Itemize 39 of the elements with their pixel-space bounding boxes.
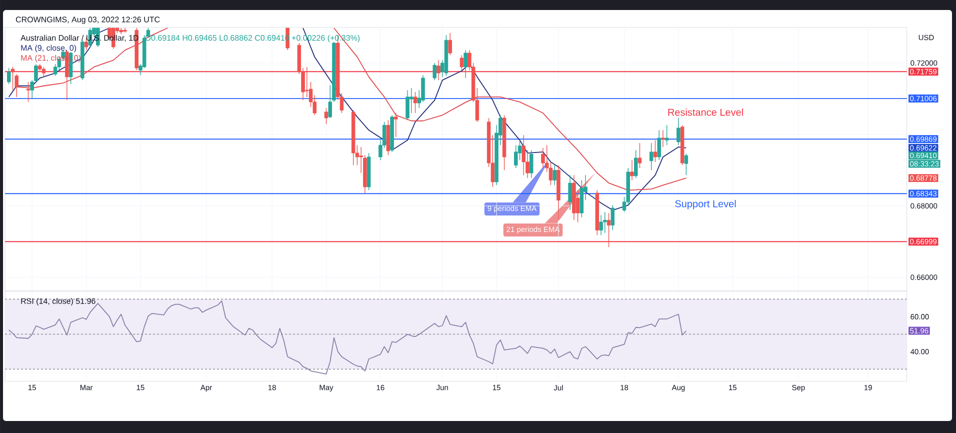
candlestick xyxy=(630,160,634,181)
candlestick xyxy=(548,162,553,186)
candlestick xyxy=(436,60,440,81)
candlestick xyxy=(522,134,526,176)
candlestick xyxy=(413,92,418,114)
candlestick xyxy=(123,28,127,34)
candlestick xyxy=(568,174,572,211)
annotation: Support Level xyxy=(675,200,736,210)
candlestick xyxy=(676,118,680,146)
candlestick xyxy=(541,148,545,168)
text: RSI (14, close) 51.96 xyxy=(21,298,96,306)
candlestick xyxy=(638,142,642,168)
candlestick xyxy=(460,54,464,71)
candlestick xyxy=(10,66,15,91)
candlestick xyxy=(406,90,410,121)
candlestick xyxy=(603,212,607,234)
candlestick xyxy=(684,153,688,176)
candlestick xyxy=(394,112,398,138)
candlestick xyxy=(664,124,669,146)
candlestick xyxy=(649,142,654,171)
candlestick xyxy=(634,150,638,178)
candlestick xyxy=(530,150,534,178)
candlestick xyxy=(7,68,11,84)
candlestick xyxy=(432,62,436,81)
annotation: Resistance Level xyxy=(668,108,743,116)
text: CROWNGIMS, Aug 03, 2022 12:26 UTC xyxy=(16,16,160,24)
series-label: MA (9, close, 0) xyxy=(21,44,76,52)
candlestick xyxy=(464,50,468,78)
candlestick xyxy=(657,130,661,161)
candlestick xyxy=(610,204,615,231)
candlestick xyxy=(653,140,658,162)
candlestick xyxy=(84,38,88,51)
candlestick xyxy=(661,130,665,148)
candlestick xyxy=(599,214,603,236)
candlestick xyxy=(552,164,556,186)
candlestick xyxy=(606,212,611,248)
candlestick xyxy=(448,32,452,56)
candlestick xyxy=(26,82,30,102)
candlestick xyxy=(324,108,328,124)
